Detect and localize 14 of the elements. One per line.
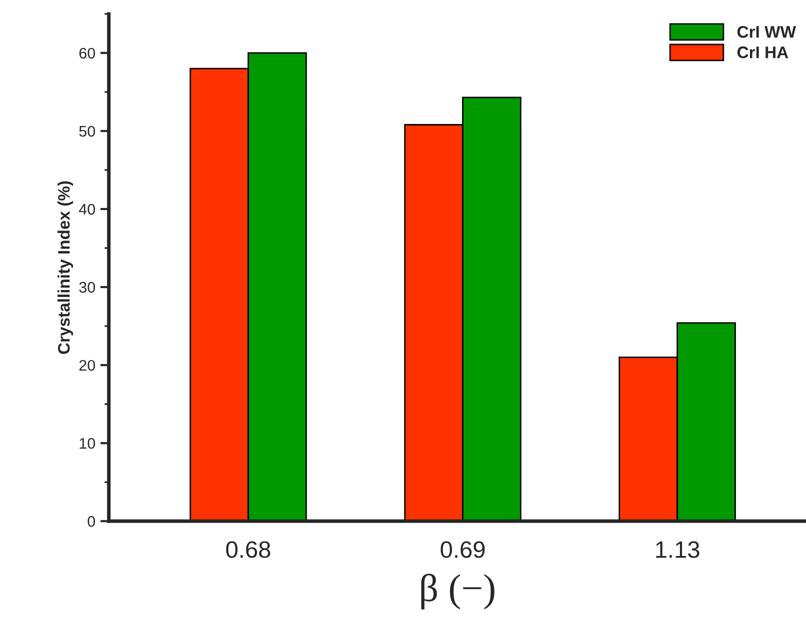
x-axis-title: β (−) xyxy=(421,574,494,610)
y-tick-label: 0 xyxy=(88,516,96,527)
legend-label: CrI WW xyxy=(737,26,796,38)
y-tick-label: 10 xyxy=(80,438,96,449)
y-tick-label: 60 xyxy=(79,48,96,59)
x-tick-label: 0.69 xyxy=(440,541,485,558)
legend-label: CrI HA xyxy=(737,46,788,58)
y-tick-label: 30 xyxy=(79,282,96,293)
y-tick-label: 50 xyxy=(79,126,96,137)
y-axis-title: Crystallinity Index (%) xyxy=(58,181,74,354)
y-tick-label: 40 xyxy=(78,204,96,215)
x-tick-label: 1.13 xyxy=(656,541,700,558)
x-tick-label: 0.68 xyxy=(226,541,270,558)
y-tick-label: 20 xyxy=(79,360,96,371)
